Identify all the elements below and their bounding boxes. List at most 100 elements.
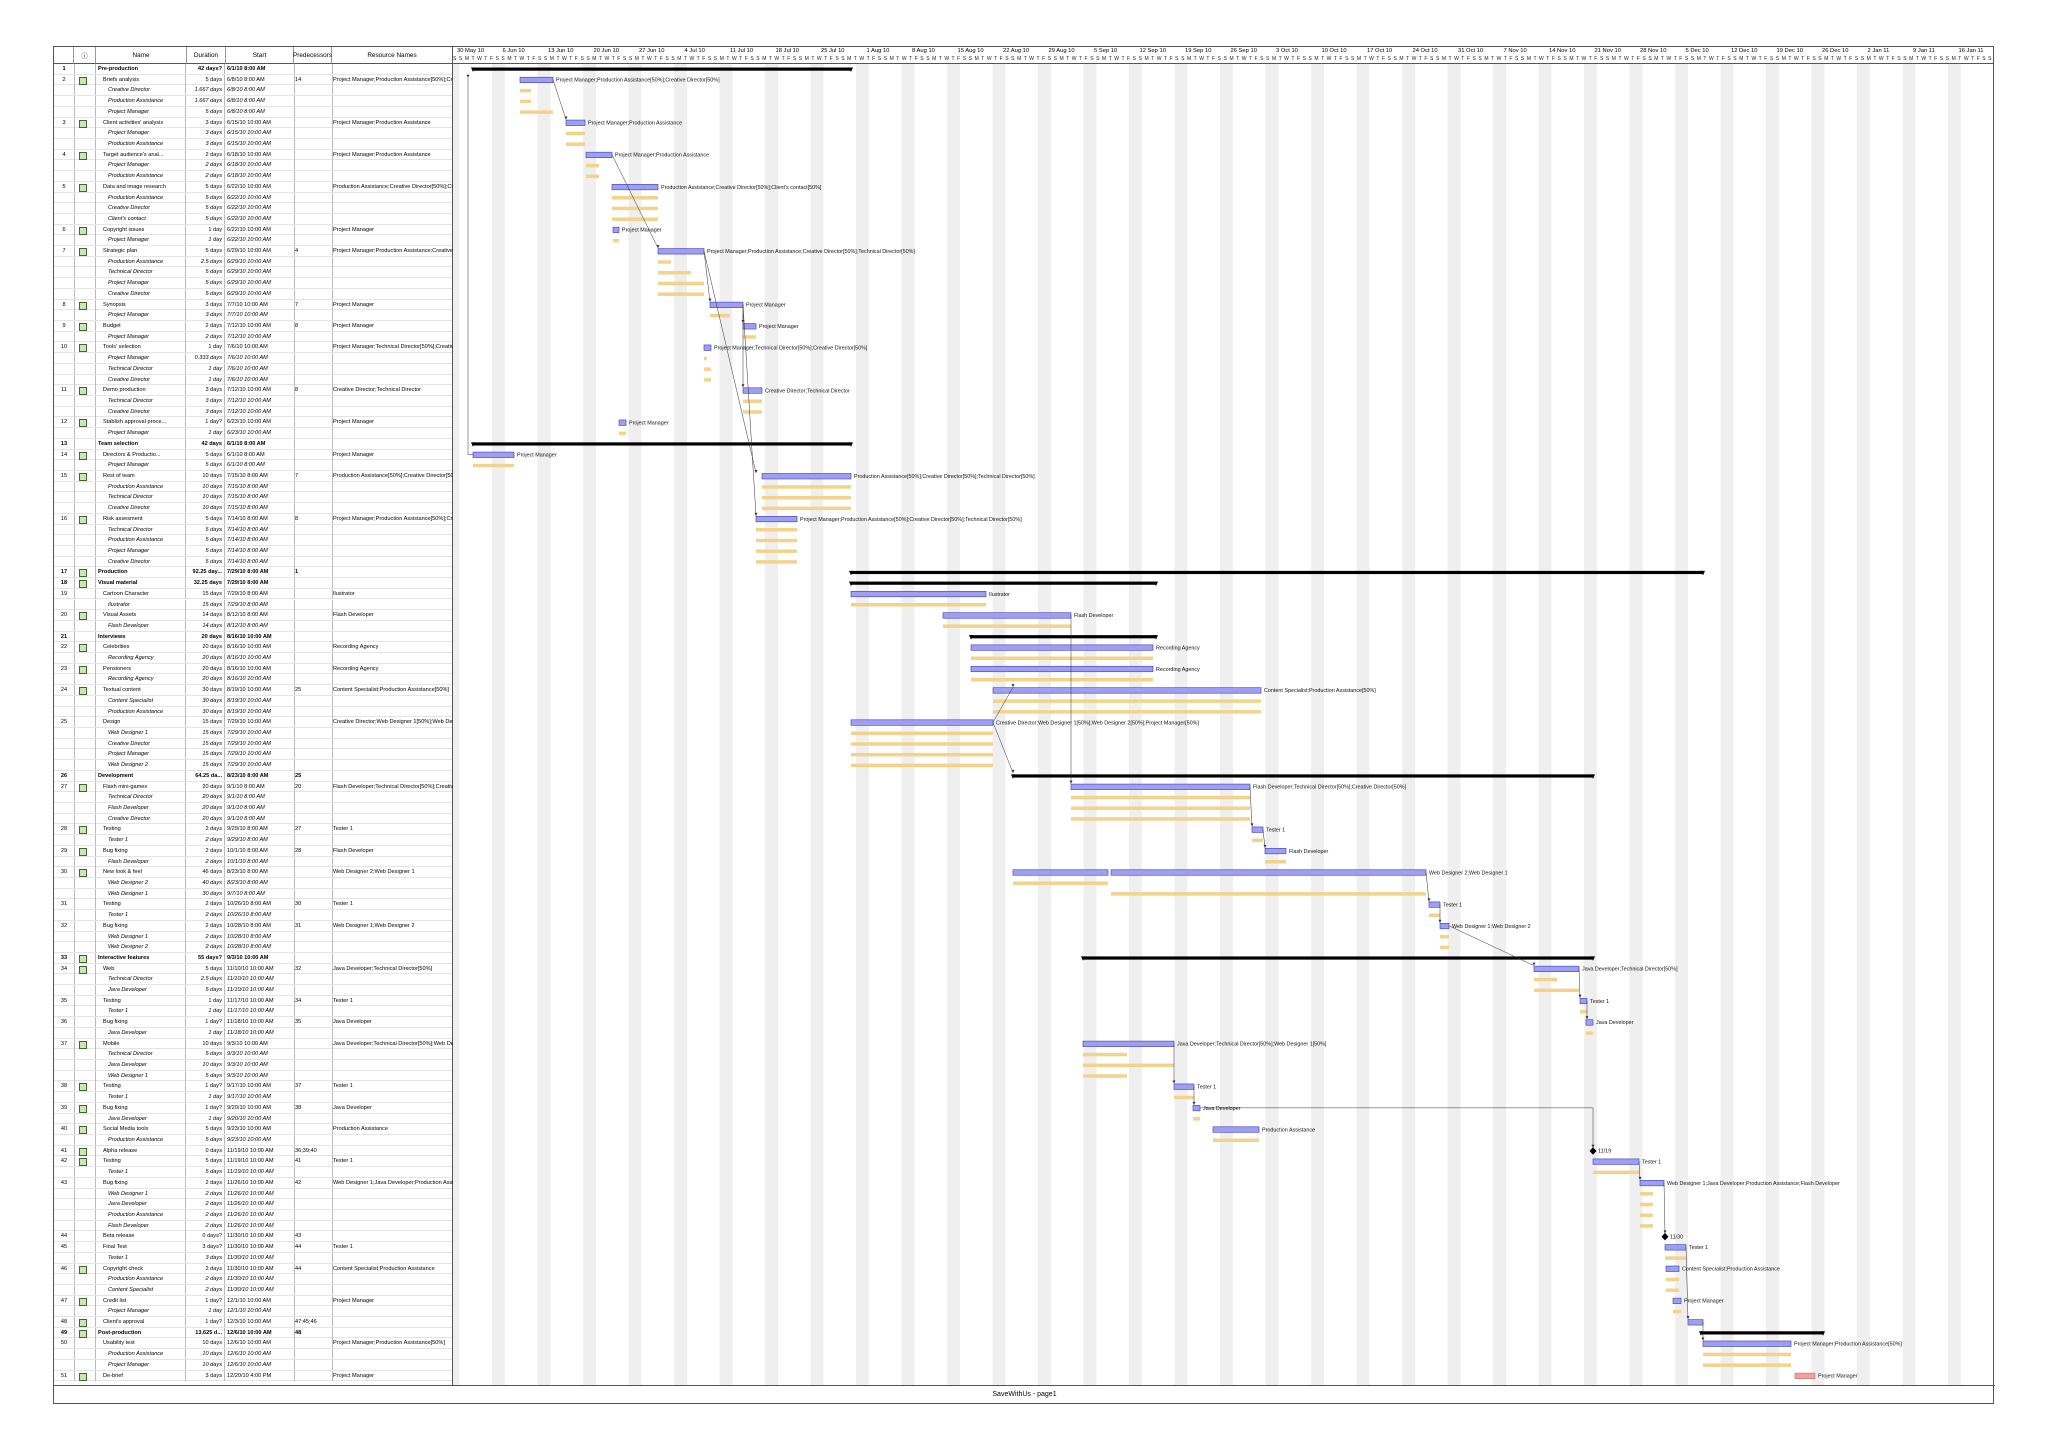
task-row[interactable]: 37 Mobile 10 days 9/3/10 10:00 AM Java Devel…: [54, 1038, 453, 1050]
task-row[interactable]: 44 Beta release 0 days? 11/30/10 10:00 AM 43: [54, 1231, 452, 1243]
task-row[interactable]: 1 Pre-production 42 days? 6/1/10 8:00 AM: [54, 64, 452, 75]
task-row[interactable]: 45 Final Test 3 days? 11/30/10 10:00 AM 44 Te…: [54, 1242, 452, 1253]
task-row[interactable]: 7 Strategic plan 5 days 6/29/10 10:00 AM 4 Pr…: [54, 246, 453, 257]
task-bar[interactable]: [1665, 1265, 1680, 1272]
task-bar[interactable]: [942, 612, 1072, 619]
task-row[interactable]: 24 Textual content 30 days 8/19/10 10:00 AM…: [54, 685, 452, 696]
notes-icon[interactable]: [79, 344, 87, 353]
notes-icon[interactable]: [79, 419, 87, 428]
resource-assignment-row[interactable]: Java Developer 1 day 9/20/10 10:00 AM: [54, 1113, 452, 1125]
resource-assignment-row[interactable]: Project Manager 2 days 6/18/10 10:00 AM: [54, 160, 452, 172]
task-bar[interactable]: [1702, 1340, 1792, 1347]
notes-icon[interactable]: [79, 612, 87, 621]
task-bar[interactable]: [755, 516, 798, 523]
task-row[interactable]: 27 Flash mini-games 20 days 9/1/10 8:00 AM 2…: [54, 781, 453, 793]
task-row[interactable]: 5 Data and image research 5 days 6/22/10 10…: [54, 181, 453, 193]
task-bar[interactable]: [1070, 783, 1251, 790]
notes-icon[interactable]: [79, 76, 87, 85]
resource-assignment-row[interactable]: Project Manager 5 days 6/1/10 8:00 AM: [54, 460, 452, 471]
resource-assignment-row[interactable]: Recording Agency 20 days 8/16/10 10:00 AM: [54, 674, 452, 686]
notes-icon[interactable]: [79, 1104, 87, 1113]
resource-assignment-row[interactable]: Web Designer 2 40 days 8/23/10 8:00 AM: [54, 877, 452, 889]
task-bar[interactable]: [618, 419, 627, 426]
task-bar[interactable]: [970, 665, 1154, 673]
task-row[interactable]: 49 Post-production 13.625 d... 12/6/10 10:0…: [54, 1327, 452, 1339]
task-row[interactable]: 14 Directors & Productio... 5 days 6/1/10 8…: [54, 449, 452, 461]
notes-icon[interactable]: [79, 1319, 87, 1328]
resource-assignment-row[interactable]: Project Manager 2 days 7/12/10 10:00 AM: [54, 331, 452, 343]
task-bar[interactable]: [742, 323, 757, 330]
task-bar[interactable]: [1585, 1019, 1594, 1026]
resource-assignment-row[interactable]: Technical Director 20 days 9/1/10 8:00 AM: [54, 792, 452, 803]
task-bar[interactable]: [472, 451, 515, 458]
notes-icon[interactable]: [79, 644, 87, 653]
task-row[interactable]: 31 Testing 2 days 10/26/10 8:00 AM 30 Tester …: [54, 899, 452, 911]
task-bar[interactable]: [1264, 848, 1287, 855]
task-row[interactable]: 16 Risk assesment 5 days 7/14/10 8:00 AM 8 Pr…: [54, 513, 453, 525]
notes-icon[interactable]: [79, 119, 87, 128]
task-row[interactable]: 46 Copyright check 2 days 11/30/10 10:00 AM…: [54, 1263, 452, 1275]
notes-icon[interactable]: [79, 515, 87, 524]
resource-assignment-row[interactable]: Web Designer 1 30 days 9/7/10 8:00 AM: [54, 888, 452, 900]
resource-assignment-row[interactable]: Production Assistance 1.667 days 6/8/10 8:…: [54, 96, 452, 107]
task-bar[interactable]: [1639, 1180, 1665, 1187]
notes-icon[interactable]: [79, 248, 87, 257]
resource-assignment-row[interactable]: Creative Director 5 days 6/29/10 10:00 AM: [54, 288, 452, 300]
task-row[interactable]: 50 Usability test 10 days 12/6/10 10:00 AM P…: [54, 1338, 452, 1350]
task-bar[interactable]: [1439, 922, 1450, 930]
notes-icon[interactable]: [79, 580, 87, 589]
notes-icon[interactable]: [79, 183, 87, 192]
notes-icon[interactable]: [79, 226, 87, 235]
col-header-id[interactable]: [54, 47, 74, 64]
task-bar[interactable]: [970, 644, 1154, 651]
task-row[interactable]: 34 Web 5 days 11/10/10 10:00 AM 32 Java Devel…: [54, 963, 452, 975]
resource-assignment-row[interactable]: Java Developer 5 days 11/10/10 10:00 AM: [54, 985, 452, 996]
notes-icon[interactable]: [79, 1265, 87, 1274]
task-row[interactable]: 25 Design 15 days 7/29/10 10:00 AM Creative …: [54, 717, 453, 728]
notes-icon[interactable]: [79, 451, 87, 460]
resource-assignment-row[interactable]: Content Specialist 2 days 11/30/10 10:00 A…: [54, 1284, 452, 1296]
resource-assignment-row[interactable]: Project Manager 3 days 6/15/10 10:00 AM: [54, 128, 452, 139]
resource-assignment-row[interactable]: Java Developer 10 days 9/3/10 10:00 AM: [54, 1060, 452, 1071]
resource-assignment-row[interactable]: Production Assistance 2 days 11/30/10 10:0…: [54, 1274, 452, 1285]
task-bar[interactable]: [611, 184, 659, 191]
task-row[interactable]: 28 Testing 2 days 9/29/10 8:00 AM 27 Tester 1: [54, 824, 452, 836]
task-row[interactable]: 11 Demo production 3 days 7/12/10 10:00 AM 8…: [54, 385, 452, 396]
task-row[interactable]: 32 Bug fixing 2 days 10/28/10 8:00 AM 31 Web …: [54, 920, 452, 932]
task-bar[interactable]: [519, 76, 554, 84]
resource-assignment-row[interactable]: Project Manager 15 days 7/29/10 10:00 AM: [54, 749, 452, 761]
task-bar[interactable]: [1212, 1126, 1260, 1133]
notes-icon[interactable]: [79, 1083, 87, 1092]
resource-assignment-row[interactable]: Technical Director 10 days 7/15/10 8:00 AM: [54, 492, 452, 504]
notes-icon[interactable]: [79, 965, 87, 974]
resource-assignment-row[interactable]: Project Manager 10 days 12/6/10 10:00 AM: [54, 1359, 452, 1371]
task-bar[interactable]: [1672, 1297, 1682, 1304]
resource-assignment-row[interactable]: Flash Developer 20 days 9/1/10 8:00 AM: [54, 802, 452, 814]
task-row[interactable]: 21 Interviews 20 days 8/16/10 10:00 AM: [54, 631, 452, 643]
resource-assignment-row[interactable]: Production Assistance 5 days 7/14/10 8:00 …: [54, 535, 452, 546]
resource-assignment-row[interactable]: Project Manager 1 day 6/23/10 10:00 AM: [54, 428, 452, 439]
task-row[interactable]: 18 Visual material 32.25 days 7/29/10 8:00 …: [54, 578, 452, 589]
notes-icon[interactable]: [79, 783, 87, 792]
task-row[interactable]: 41 Alpha release 0 days 11/19/10 10:00 AM 36…: [54, 1145, 452, 1157]
task-row[interactable]: 20 Visual Assets 14 days 8/12/10 8:00 AM Fla…: [54, 610, 452, 621]
notes-icon[interactable]: [79, 1126, 87, 1135]
notes-icon[interactable]: [79, 847, 87, 856]
task-row[interactable]: 43 Bug fixing 2 days 11/26/10 10:00 AM 42 Web…: [54, 1177, 453, 1189]
task-row[interactable]: 35 Testing 1 day 11/17/10 10:00 AM 34 Tester …: [54, 995, 452, 1007]
task-row[interactable]: 2 Briefs analysis 5 days 6/8/10 8:00 AM 14 Pr…: [54, 74, 453, 86]
task-row[interactable]: 23 Pensioners 20 days 8/16/10 10:00 AM Recor…: [54, 663, 452, 675]
col-header-resource-names[interactable]: Resource Names: [332, 47, 452, 64]
task-bar[interactable]: [1592, 1158, 1640, 1165]
notes-icon[interactable]: [79, 1158, 87, 1167]
task-row[interactable]: 39 Bug fixing 1 day? 9/20/10 10:00 AM 38 Java…: [54, 1102, 452, 1114]
notes-icon[interactable]: [79, 151, 87, 160]
resource-assignment-row[interactable]: Creative Director 5 days 6/22/10 10:00 AM: [54, 203, 452, 214]
task-bar[interactable]: [742, 387, 763, 394]
